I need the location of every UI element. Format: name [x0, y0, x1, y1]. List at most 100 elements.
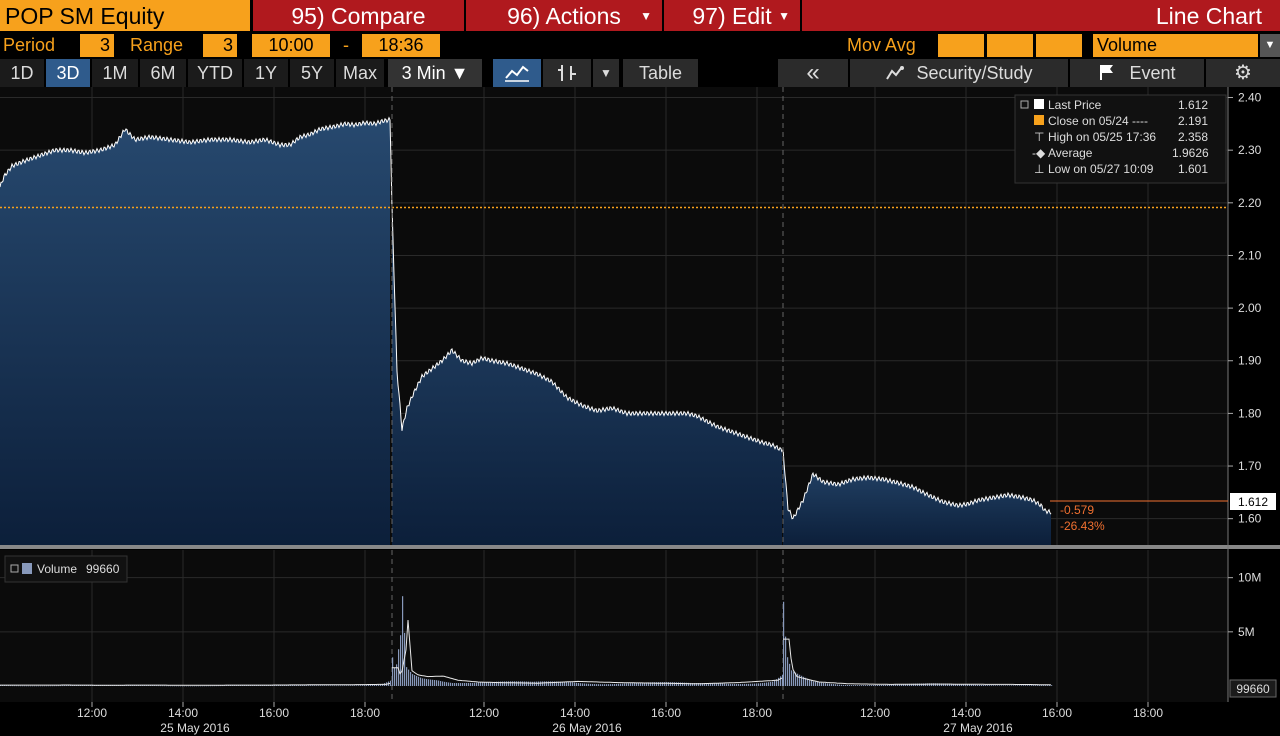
date-axis-label: 27 May 2016 — [943, 721, 1013, 735]
period-6m[interactable]: 6M — [140, 59, 186, 87]
svg-text:⊥: ⊥ — [1034, 162, 1044, 176]
volume-bar — [90, 685, 92, 686]
period-label: Period — [3, 35, 56, 55]
volume-bar — [1013, 685, 1015, 686]
volume-bar — [817, 682, 819, 686]
volume-bar — [42, 685, 44, 687]
volume-bar — [60, 685, 62, 687]
volume-bar — [879, 684, 881, 686]
period-ytd[interactable]: YTD — [188, 59, 242, 87]
volume-bar — [927, 683, 929, 686]
table-button[interactable]: Table — [623, 59, 698, 87]
volume-bar — [684, 682, 686, 686]
chevron-down-icon[interactable]: ▼ — [593, 59, 619, 87]
edit-button[interactable]: 97) Edit ▼ — [664, 0, 800, 31]
interval-select[interactable]: 3 Min ▼ — [388, 59, 482, 87]
volume-bar — [426, 678, 428, 686]
volume-bar — [488, 682, 490, 686]
compare-button[interactable]: 95) Compare — [253, 0, 464, 31]
volume-bar — [422, 678, 424, 686]
security-study-button[interactable]: Security/Study — [850, 59, 1068, 87]
volume-bar — [909, 683, 911, 686]
mov-avg-input-2[interactable] — [987, 34, 1033, 57]
volume-bar — [616, 683, 618, 686]
volume-bar — [642, 682, 644, 686]
volume-bar — [823, 682, 825, 686]
price-axis-label: 2.00 — [1238, 301, 1262, 315]
gear-icon[interactable]: ⚙ — [1206, 59, 1280, 87]
volume-bar — [748, 683, 750, 686]
volume-bar — [801, 675, 803, 686]
volume-bar — [558, 681, 560, 686]
panel-divider[interactable] — [0, 545, 1280, 549]
volume-bar — [242, 685, 244, 686]
volume-bar — [622, 683, 624, 686]
volume-bar — [572, 682, 574, 686]
volume-bar — [979, 684, 981, 686]
volume-bar — [70, 685, 72, 686]
volume-bar — [340, 685, 342, 687]
volume-bar — [526, 681, 528, 686]
end-time-input[interactable]: 18:36 — [362, 34, 440, 57]
volume-bar — [774, 680, 776, 686]
volume-bar — [418, 676, 420, 686]
volume-bar — [851, 685, 853, 686]
volume-bar — [750, 683, 752, 686]
bar-chart-icon[interactable] — [543, 59, 591, 87]
volume-bar — [885, 684, 887, 686]
volume-bar — [542, 681, 544, 686]
volume-bar — [22, 685, 24, 687]
volume-bar — [392, 657, 394, 686]
volume-bar — [694, 683, 696, 686]
volume-bar — [298, 685, 300, 686]
volume-bar — [492, 681, 494, 686]
volume-bar — [875, 685, 877, 686]
volume-bar — [1029, 685, 1031, 686]
volume-bar — [949, 683, 951, 686]
period-1y[interactable]: 1Y — [244, 59, 288, 87]
volume-bar — [1037, 685, 1039, 686]
volume-bar — [598, 684, 600, 686]
range-input[interactable]: 3 — [203, 34, 237, 57]
volume-bar — [334, 685, 336, 687]
period-input[interactable]: 3 — [80, 34, 114, 57]
volume-bar — [776, 679, 778, 686]
volume-bar — [140, 685, 142, 686]
volume-bar — [180, 685, 182, 687]
event-button[interactable]: Event — [1070, 59, 1204, 87]
volume-bar — [738, 683, 740, 686]
volume-bar — [1033, 685, 1035, 686]
volume-bar — [534, 681, 536, 686]
volume-bar — [8, 685, 10, 687]
volume-bar — [466, 682, 468, 686]
volume-bar — [536, 681, 538, 686]
chevron-down-icon: ▼ — [640, 9, 652, 23]
price-axis-label: 2.40 — [1238, 91, 1262, 105]
volume-last-tag-text: 99660 — [1236, 682, 1270, 696]
volume-bar — [56, 685, 58, 687]
period-1d[interactable]: 1D — [0, 59, 44, 87]
volume-bar — [432, 679, 434, 686]
volume-bar — [196, 685, 198, 687]
mov-avg-input-1[interactable] — [938, 34, 984, 57]
line-chart-icon[interactable] — [493, 59, 541, 87]
period-3d[interactable]: 3D — [46, 59, 90, 87]
period-5y[interactable]: 5Y — [290, 59, 334, 87]
actions-button[interactable]: 96) Actions ▼ — [466, 0, 662, 31]
volume-bar — [869, 685, 871, 686]
security-name[interactable]: POP SM Equity — [0, 0, 250, 31]
time-axis-bg — [0, 702, 1280, 736]
volume-bar — [218, 685, 220, 687]
volume-bar — [238, 685, 240, 686]
volume-bar — [704, 683, 706, 686]
volume-bar — [152, 685, 154, 686]
volume-bar — [50, 685, 52, 687]
chevron-down-icon[interactable]: ▼ — [1260, 34, 1280, 57]
period-1m[interactable]: 1M — [92, 59, 138, 87]
collapse-button[interactable]: « — [778, 59, 848, 87]
study-select[interactable]: Volume — [1093, 34, 1258, 57]
volume-bar — [234, 685, 236, 686]
start-time-input[interactable]: 10:00 — [252, 34, 330, 57]
mov-avg-input-3[interactable] — [1036, 34, 1082, 57]
period-max[interactable]: Max — [336, 59, 384, 87]
